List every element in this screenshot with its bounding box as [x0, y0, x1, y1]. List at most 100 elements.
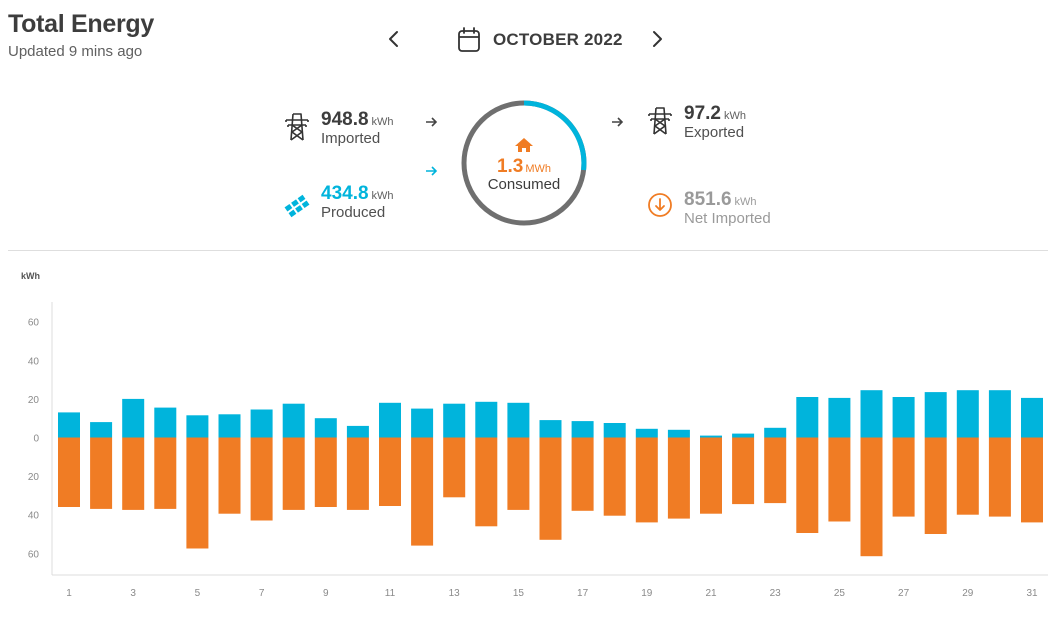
month-selector[interactable]: OCTOBER 2022 [457, 26, 623, 54]
bar-produced[interactable] [186, 415, 209, 438]
bar-produced[interactable] [282, 403, 305, 438]
consumed-unit: MWh [525, 163, 552, 175]
bar-imported[interactable] [58, 437, 80, 508]
x-tick-label: 9 [323, 588, 329, 599]
chevron-right-icon [653, 31, 662, 47]
x-tick-label: 17 [577, 588, 589, 599]
chevron-left-icon [389, 31, 398, 47]
bar-produced[interactable] [411, 408, 434, 438]
bar-produced[interactable] [379, 402, 401, 438]
net-imported-stat: 851.6 kWh Net Imported [684, 190, 771, 228]
bar-imported[interactable] [732, 437, 755, 505]
x-tick-label: 27 [898, 588, 910, 599]
bar-imported[interactable] [828, 437, 851, 522]
bar-produced[interactable] [475, 401, 498, 438]
bar-produced[interactable] [346, 425, 369, 438]
bar-produced[interactable] [764, 427, 787, 438]
solar-panel-icon [284, 194, 310, 218]
x-tick-label: 13 [449, 588, 461, 599]
bar-imported[interactable] [379, 437, 401, 507]
bar-imported[interactable] [346, 437, 369, 510]
next-month-button[interactable] [645, 26, 669, 52]
bar-imported[interactable] [411, 437, 434, 546]
arrow-down-circle-icon [648, 193, 672, 217]
bar-imported[interactable] [764, 437, 787, 504]
solar-flow-arrow-icon [426, 166, 438, 176]
x-tick-label: 15 [513, 588, 525, 599]
net-imported-unit: kWh [734, 196, 757, 208]
bar-imported[interactable] [924, 437, 947, 535]
export-flow-arrow-icon [612, 117, 624, 127]
bar-produced[interactable] [571, 421, 594, 438]
bar-imported[interactable] [507, 437, 530, 510]
bar-imported[interactable] [282, 437, 305, 510]
x-tick-label: 21 [705, 588, 717, 599]
bar-imported[interactable] [635, 437, 658, 523]
bar-produced[interactable] [90, 422, 113, 438]
bar-imported[interactable] [475, 437, 498, 527]
imported-value: 948.8 [321, 109, 369, 130]
bar-produced[interactable] [667, 429, 690, 438]
bar-produced[interactable] [250, 409, 273, 438]
bar-imported[interactable] [667, 437, 690, 519]
power-tower-icon [648, 107, 672, 135]
bar-imported[interactable] [988, 437, 1011, 517]
bar-produced[interactable] [218, 414, 241, 438]
bar-imported[interactable] [218, 437, 241, 514]
consumed-value: 1.3 [496, 156, 524, 177]
exported-stat: 97.2 kWh Exported [684, 104, 746, 142]
bar-imported[interactable] [250, 437, 273, 521]
y-axis-label: kWh [21, 271, 40, 281]
bar-produced[interactable] [443, 403, 466, 438]
divider [8, 250, 1048, 251]
y-tick-label: 20 [28, 395, 40, 406]
bar-imported[interactable] [700, 437, 722, 514]
bar-imported[interactable] [796, 437, 819, 534]
bar-imported[interactable] [186, 437, 209, 549]
bar-imported[interactable] [154, 437, 177, 509]
bar-produced[interactable] [507, 402, 530, 438]
x-tick-label: 19 [641, 588, 653, 599]
imported-unit: kWh [371, 116, 394, 128]
bar-produced[interactable] [892, 397, 915, 438]
bar-produced[interactable] [732, 433, 755, 438]
grid-flow-arrow-icon [426, 117, 438, 127]
bar-produced[interactable] [924, 392, 947, 438]
bar-produced[interactable] [956, 390, 979, 438]
bar-produced[interactable] [1021, 397, 1043, 438]
bar-imported[interactable] [1021, 437, 1043, 523]
bar-imported[interactable] [571, 437, 594, 511]
bar-produced[interactable] [860, 390, 883, 438]
bar-produced[interactable] [635, 428, 658, 438]
bar-produced[interactable] [700, 435, 722, 438]
power-tower-icon [285, 113, 309, 141]
y-tick-label: 20 [28, 472, 40, 483]
bar-produced[interactable] [58, 412, 80, 438]
bar-imported[interactable] [539, 437, 562, 540]
x-tick-label: 29 [962, 588, 974, 599]
y-tick-label: 60 [28, 549, 40, 560]
calendar-icon [458, 27, 480, 52]
bar-imported[interactable] [860, 437, 883, 557]
bar-produced[interactable] [988, 390, 1011, 438]
bar-produced[interactable] [122, 398, 145, 438]
bar-produced[interactable] [314, 418, 337, 438]
bar-imported[interactable] [314, 437, 337, 508]
bar-produced[interactable] [539, 420, 562, 438]
bar-imported[interactable] [956, 437, 979, 515]
bar-imported[interactable] [892, 437, 915, 517]
bar-imported[interactable] [603, 437, 626, 516]
y-tick-label: 0 [33, 434, 39, 445]
last-updated: Updated 9 mins ago [8, 43, 143, 60]
imported-stat: 948.8 kWh Imported [321, 109, 394, 148]
bar-imported[interactable] [122, 437, 145, 510]
bar-imported[interactable] [90, 437, 113, 509]
x-tick-label: 31 [1026, 588, 1038, 599]
bar-produced[interactable] [828, 397, 851, 438]
page-title: Total Energy [8, 10, 154, 38]
bar-produced[interactable] [796, 397, 819, 438]
bar-imported[interactable] [443, 437, 466, 498]
bar-produced[interactable] [603, 423, 626, 438]
previous-month-button[interactable] [382, 26, 406, 52]
bar-produced[interactable] [154, 407, 177, 438]
